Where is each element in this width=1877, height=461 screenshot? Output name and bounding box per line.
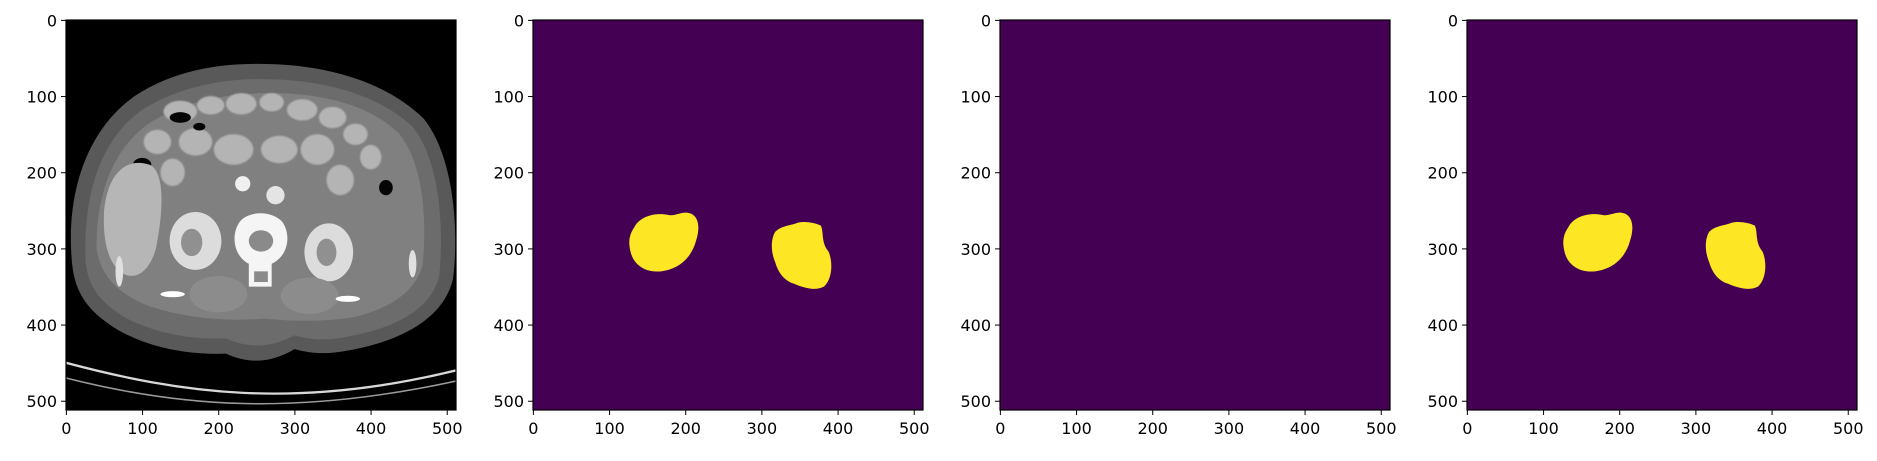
y-tick-label: 0: [981, 11, 991, 30]
y-tick-label: 300: [26, 240, 57, 259]
x-tick-label: 200: [1604, 419, 1635, 438]
x-tick-label: 300: [1681, 419, 1712, 438]
y-tick-label: 100: [1427, 88, 1458, 107]
x-tick-label: 100: [1061, 419, 1092, 438]
x-tick-label: 100: [127, 419, 158, 438]
mask-background: [533, 20, 923, 410]
mask-image: [533, 20, 923, 410]
kidney-mask-left: [1563, 212, 1633, 272]
y-tick-label: 300: [960, 240, 991, 259]
x-tick-label: 500: [432, 419, 463, 438]
x-tick-label: 200: [670, 419, 701, 438]
x-tick-label: 0: [528, 419, 538, 438]
y-tick-label: 400: [1427, 316, 1458, 335]
y-tick-label: 300: [1427, 240, 1458, 259]
x-tick-label: 400: [1757, 419, 1788, 438]
x-tick-label: 400: [1290, 419, 1321, 438]
y-tick-label: 100: [26, 88, 57, 107]
x-tick-label: 100: [594, 419, 625, 438]
x-tick-label: 100: [1528, 419, 1559, 438]
x-tick-label: 500: [899, 419, 930, 438]
y-tick-label: 400: [960, 316, 991, 335]
mask-image: [1000, 20, 1390, 410]
y-tick-label: 200: [493, 164, 524, 183]
kidney-mask-left: [629, 212, 699, 272]
y-tick-label: 500: [493, 392, 524, 411]
axes-frame: [1466, 19, 1858, 411]
y-tick-label: 100: [960, 88, 991, 107]
x-tick-label: 0: [995, 419, 1005, 438]
y-tick-label: 200: [1427, 164, 1458, 183]
y-tick-label: 400: [493, 316, 524, 335]
x-tick-label: 200: [203, 419, 234, 438]
x-tick-label: 400: [823, 419, 854, 438]
y-tick-label: 300: [493, 240, 524, 259]
y-tick-label: 200: [960, 164, 991, 183]
y-tick-label: 200: [26, 164, 57, 183]
y-tick-label: 400: [26, 316, 57, 335]
x-tick-label: 200: [1137, 419, 1168, 438]
x-tick-label: 300: [1214, 419, 1245, 438]
x-tick-label: 0: [61, 419, 71, 438]
y-tick-label: 0: [1448, 11, 1458, 30]
mask-background: [1467, 20, 1857, 410]
kidney-mask-right: [1705, 222, 1766, 289]
y-tick-label: 500: [26, 392, 57, 411]
x-tick-label: 300: [280, 419, 311, 438]
x-tick-label: 500: [1833, 419, 1864, 438]
scanner-table: [66, 361, 456, 395]
ct-image: [66, 20, 456, 410]
y-tick-label: 0: [514, 11, 524, 30]
x-tick-label: 500: [1366, 419, 1397, 438]
y-tick-label: 100: [493, 88, 524, 107]
mask-image: [1467, 20, 1857, 410]
y-tick-label: 500: [960, 392, 991, 411]
axes-frame: [65, 19, 457, 411]
y-tick-label: 500: [1427, 392, 1458, 411]
x-tick-label: 300: [747, 419, 778, 438]
y-tick-label: 0: [47, 11, 57, 30]
x-tick-label: 400: [356, 419, 387, 438]
kidney-mask-right: [771, 222, 832, 289]
axes-frame: [532, 19, 924, 411]
x-tick-label: 0: [1462, 419, 1472, 438]
liver: [103, 162, 162, 276]
axes-frame: [999, 19, 1391, 411]
mask-background: [1000, 20, 1390, 410]
